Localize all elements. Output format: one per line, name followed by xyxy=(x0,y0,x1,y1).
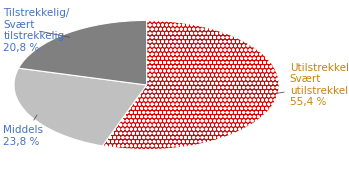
Text: Tilstrekkelig/
Svært
tilstrekkelig
20,8 %: Tilstrekkelig/ Svært tilstrekkelig 20,8 … xyxy=(3,8,70,53)
Wedge shape xyxy=(18,20,147,85)
Wedge shape xyxy=(103,20,279,150)
Wedge shape xyxy=(14,68,147,146)
Text: Middels
23,8 %: Middels 23,8 % xyxy=(3,115,44,147)
Text: Utilstrekkelig/
Svært
utilstrekkelig
55,4 %: Utilstrekkelig/ Svært utilstrekkelig 55,… xyxy=(269,63,349,107)
